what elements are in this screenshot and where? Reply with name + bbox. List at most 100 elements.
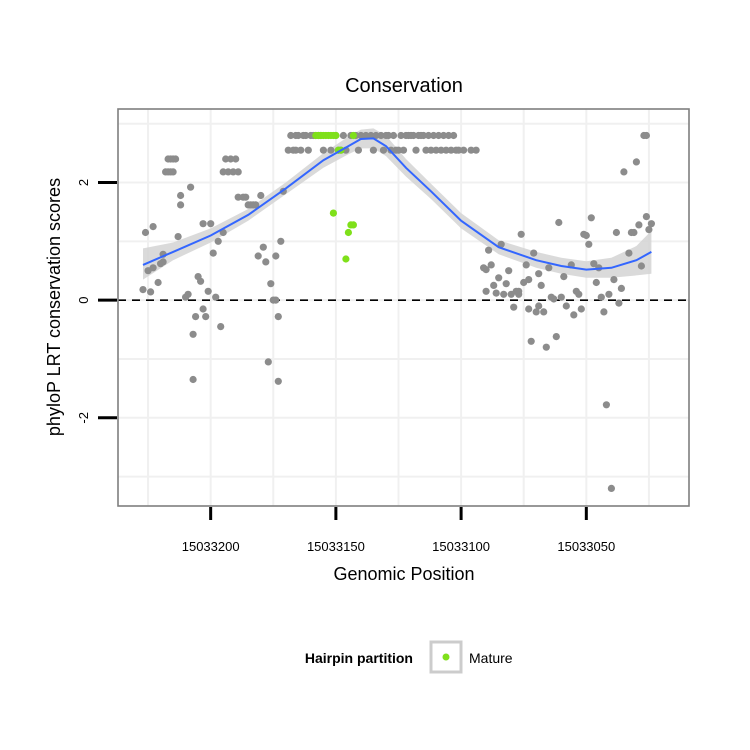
data-point (412, 146, 420, 154)
data-point (440, 131, 448, 140)
data-point (537, 281, 545, 289)
data-point (560, 273, 568, 281)
data-point (632, 158, 641, 166)
data-point (597, 293, 605, 301)
data-point (177, 191, 185, 200)
data-point (272, 252, 280, 260)
data-point-mature (342, 255, 350, 263)
x-tick-label: 15033200 (182, 539, 240, 554)
data-point (637, 262, 646, 270)
data-point (542, 343, 550, 351)
data-point (212, 293, 220, 301)
data-point (217, 323, 225, 331)
y-tick-label: 0 (76, 296, 91, 303)
data-point (424, 131, 433, 140)
data-point (460, 146, 468, 154)
data-point (177, 201, 185, 209)
data-point (445, 131, 453, 140)
data-point (435, 131, 443, 140)
data-point (617, 284, 626, 292)
data-point (234, 193, 242, 201)
data-point (147, 288, 155, 296)
x-axis: 15033200 15033150 15033100 15033050 (182, 507, 615, 554)
data-point (184, 290, 192, 298)
data-point (214, 237, 222, 245)
data-point (274, 377, 282, 385)
data-point (397, 131, 405, 140)
data-point (372, 131, 380, 140)
legend-key (429, 640, 463, 674)
data-point (502, 280, 510, 288)
data-point (274, 313, 282, 321)
data-point (555, 218, 563, 227)
data-point (154, 278, 162, 287)
data-point-mature (344, 228, 352, 237)
data-point (219, 168, 227, 176)
x-tick-label: 15033100 (432, 539, 490, 554)
data-point-mature (349, 131, 357, 140)
data-point (204, 287, 212, 295)
data-point (610, 276, 618, 284)
data-points (139, 131, 656, 492)
data-point (222, 155, 230, 163)
data-point (292, 146, 300, 154)
data-point (532, 308, 540, 316)
data-point (327, 146, 335, 154)
data-point (562, 302, 570, 310)
data-point (525, 276, 533, 284)
data-point (590, 260, 598, 268)
data-point (447, 146, 455, 154)
data-point (485, 246, 493, 254)
legend-swatch-mature (442, 653, 450, 661)
data-point (615, 299, 623, 307)
data-point (399, 146, 408, 154)
data-point (500, 290, 508, 298)
data-point (159, 258, 167, 266)
data-point (419, 131, 428, 140)
data-point (294, 131, 302, 140)
data-point (505, 267, 513, 275)
panel-border (117, 108, 690, 507)
legend-title: Hairpin partition (305, 650, 413, 666)
data-point (455, 146, 463, 154)
data-point (577, 305, 585, 313)
data-point (620, 168, 628, 176)
data-point (635, 221, 643, 229)
data-point (362, 131, 370, 140)
data-point (169, 168, 177, 176)
data-point (530, 249, 538, 257)
data-point (199, 220, 207, 228)
data-point (642, 213, 651, 221)
data-point (535, 270, 543, 278)
data-point (625, 249, 633, 257)
data-point (257, 191, 265, 200)
data-point (550, 295, 558, 303)
data-point (602, 401, 611, 409)
data-point (517, 230, 525, 238)
data-point (234, 168, 242, 176)
data-point (229, 168, 237, 176)
data-point (172, 155, 180, 163)
data-point (224, 168, 232, 176)
y-axis-label: phyloP LRT conservation scores (44, 178, 64, 436)
data-point (535, 302, 543, 310)
data-point (367, 131, 375, 140)
data-point (187, 183, 195, 191)
data-point (259, 243, 267, 251)
data-point (630, 228, 638, 237)
data-point (202, 313, 210, 321)
data-point (189, 375, 197, 384)
data-point (592, 278, 600, 287)
data-point (497, 240, 505, 248)
data-point (149, 264, 157, 272)
y-axis: -2 0 2 (76, 179, 117, 424)
data-point (432, 146, 440, 154)
data-point (149, 223, 157, 231)
data-point (264, 358, 272, 366)
data-point (575, 290, 583, 298)
data-point (267, 280, 275, 288)
data-point (262, 258, 270, 266)
data-point (510, 303, 518, 311)
data-point (354, 146, 362, 154)
data-point (515, 290, 523, 298)
